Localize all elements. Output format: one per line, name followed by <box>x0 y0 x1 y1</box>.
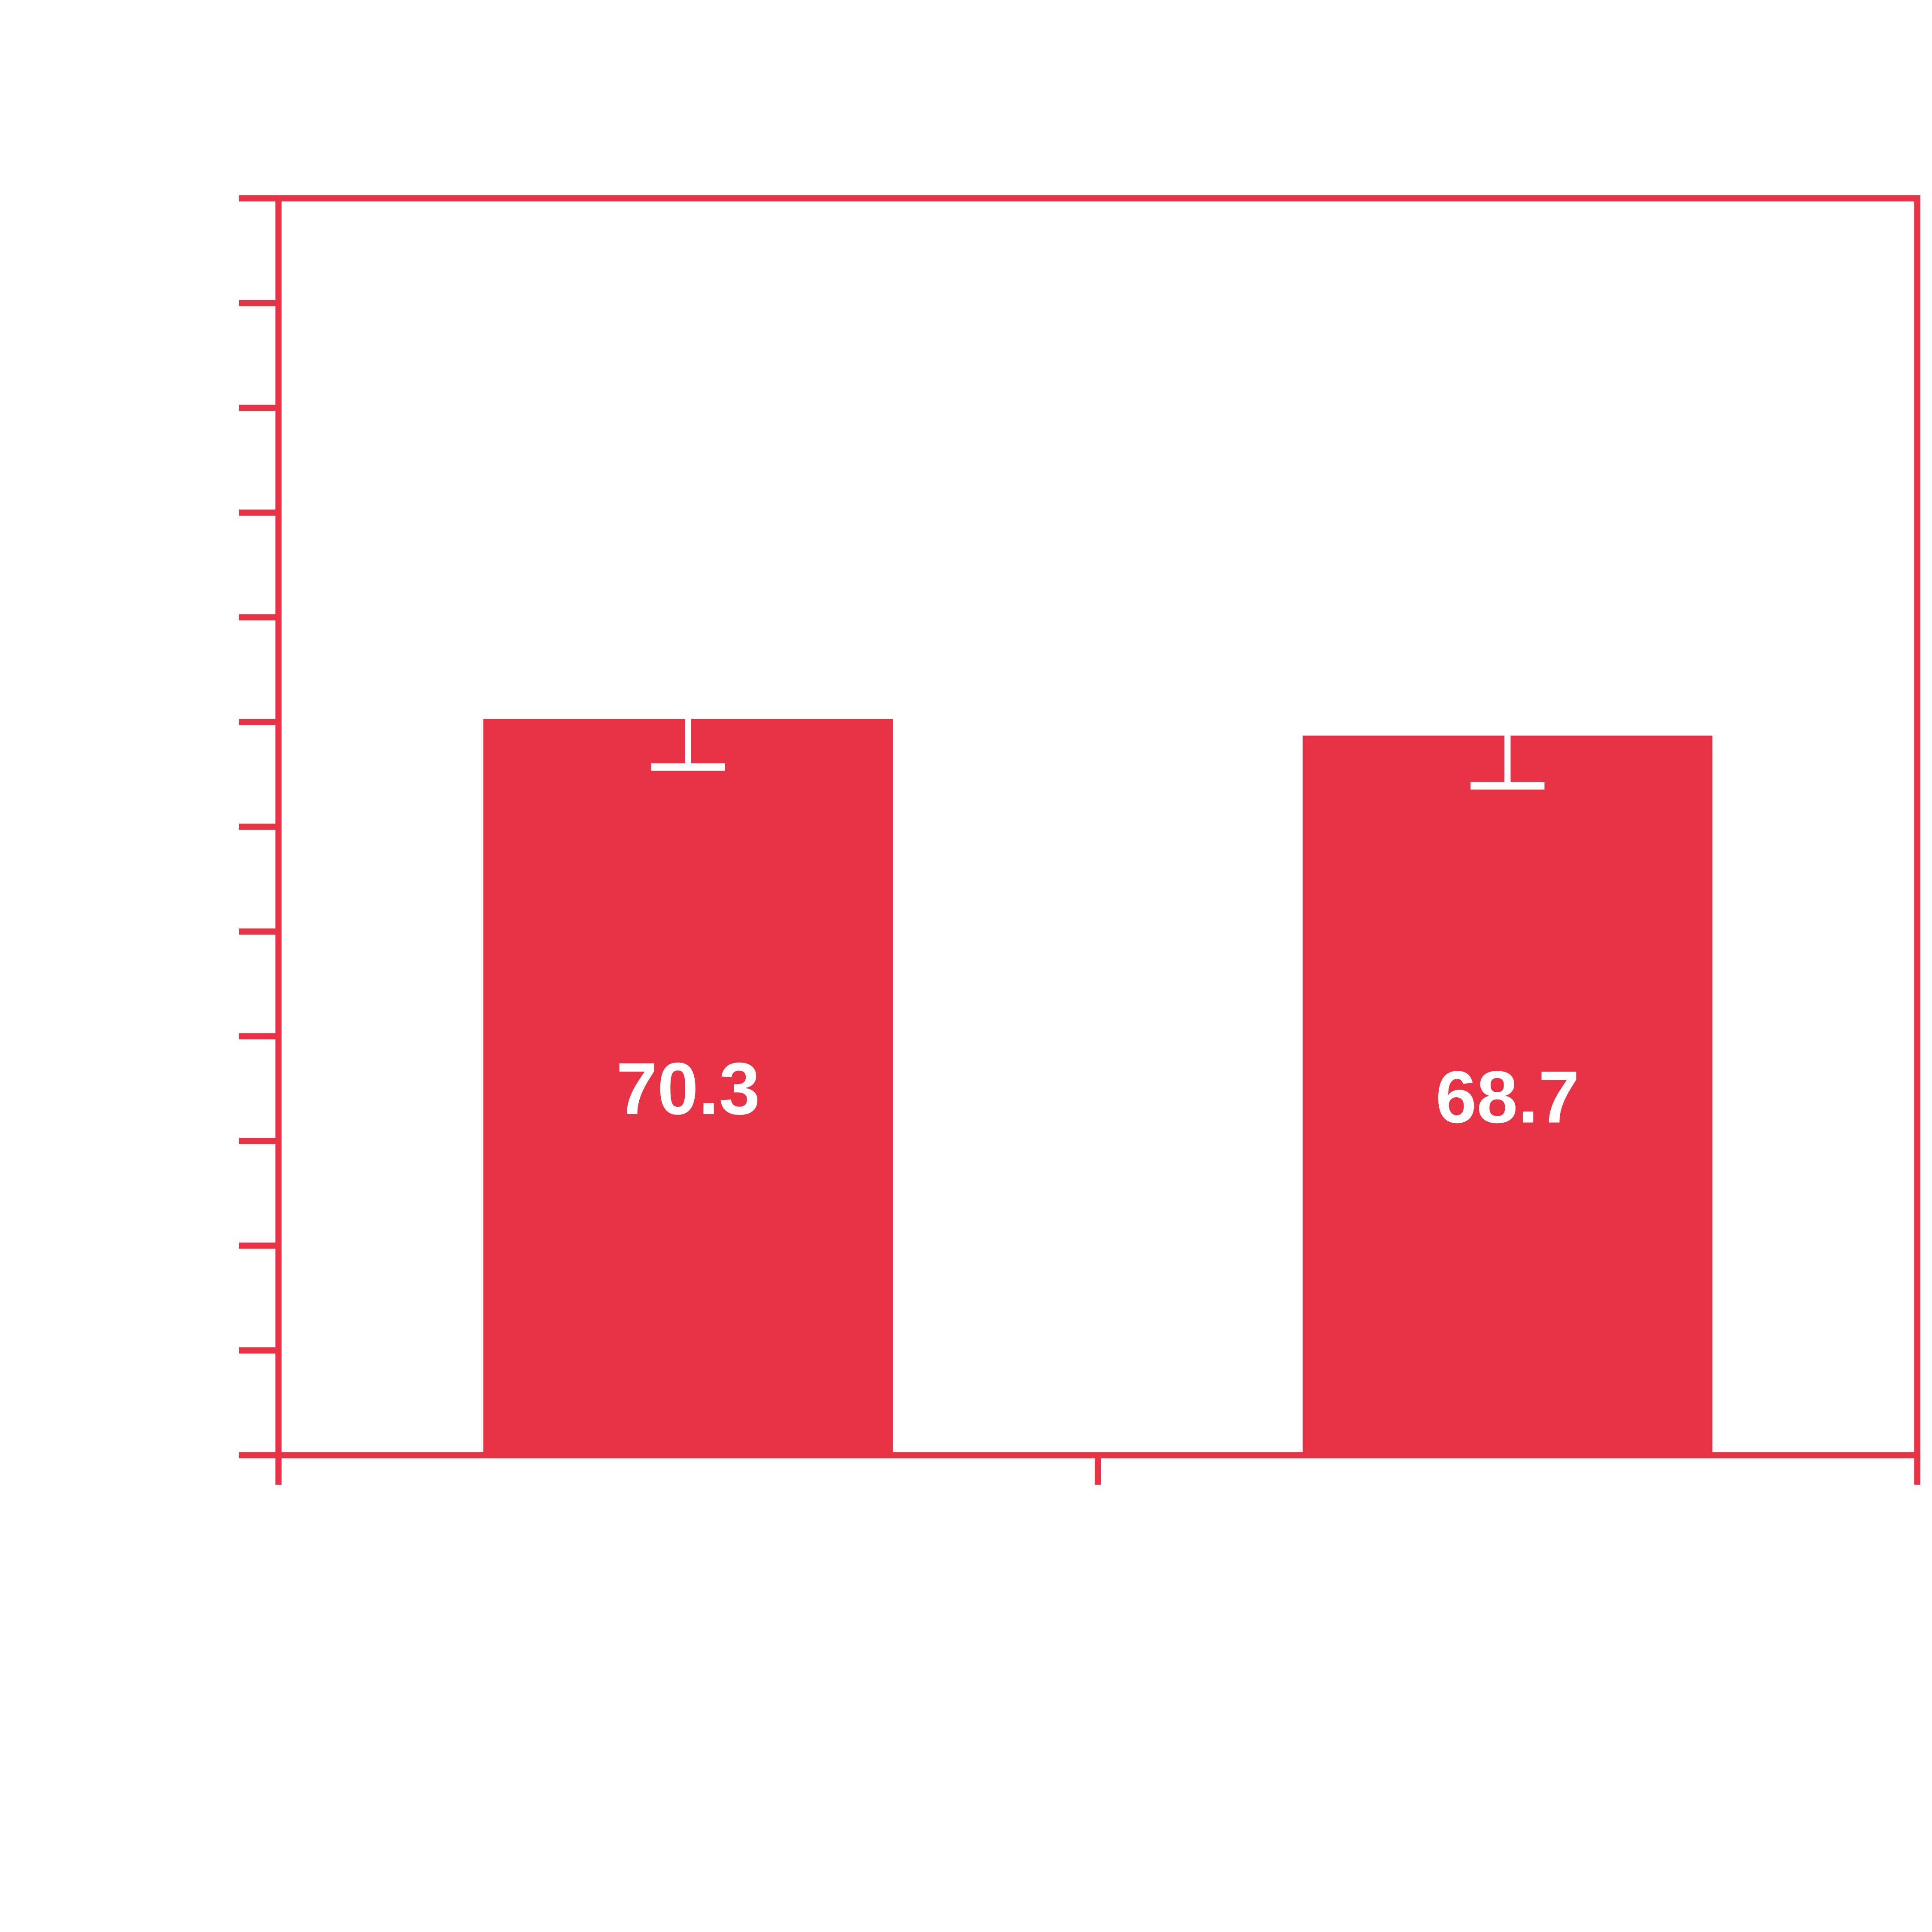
x-axis-ticks <box>275 1455 1920 1485</box>
bar <box>1303 735 1713 1455</box>
bars <box>483 719 1713 1455</box>
bar <box>483 719 893 1455</box>
data-label-2: 68.7 <box>1436 1056 1580 1139</box>
data-label-1: 70.3 <box>616 1048 760 1130</box>
plot-frame <box>275 195 1920 1458</box>
y-axis-ticks <box>239 195 279 1458</box>
